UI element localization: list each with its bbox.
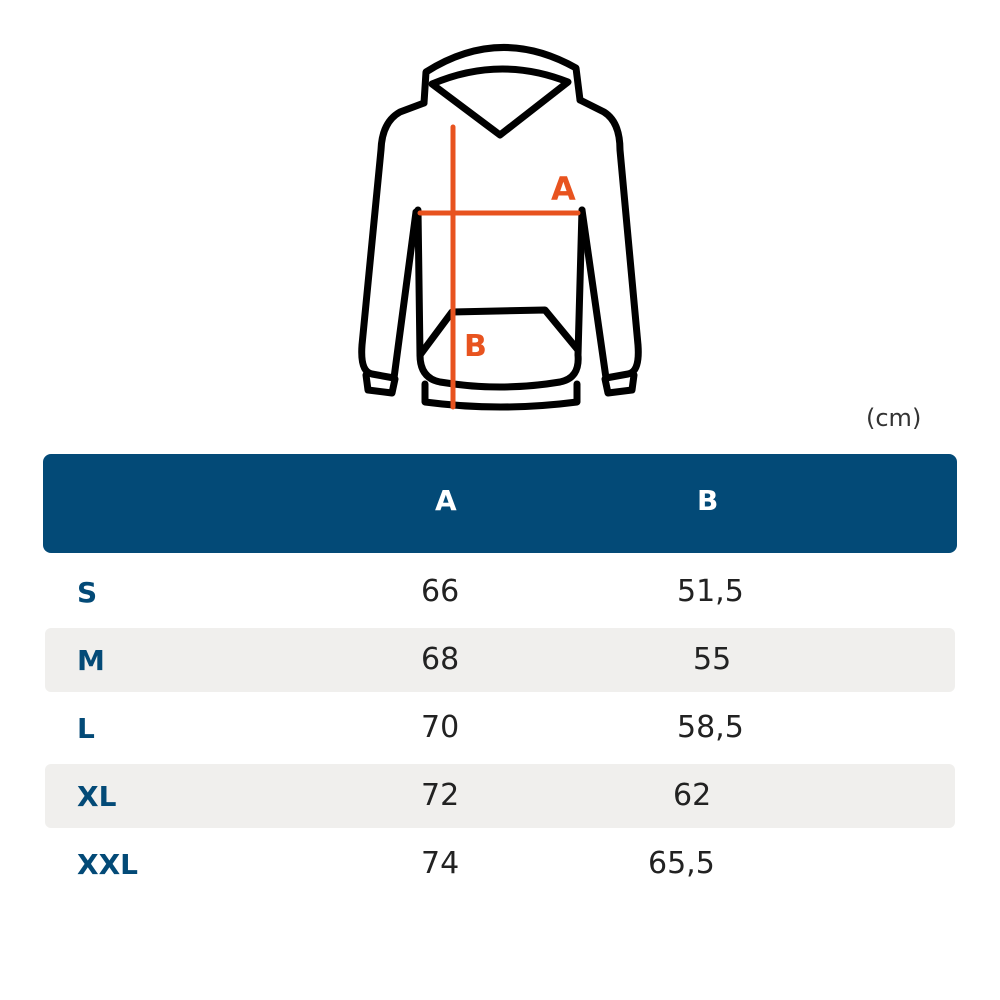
body-side-left — [414, 206, 586, 391]
size-label: L — [77, 712, 95, 745]
value-a: 66 — [421, 574, 460, 609]
body-outline-left — [358, 99, 428, 382]
size-label: S — [77, 576, 98, 609]
size-label: XL — [77, 780, 117, 813]
value-a: 70 — [421, 710, 460, 745]
hoodie-illustration: A B — [358, 43, 642, 411]
table-row: S 66 51,5 — [45, 560, 955, 624]
table-header: A B — [43, 454, 957, 553]
size-label: XXL — [77, 848, 139, 881]
hood-inner — [428, 65, 572, 139]
column-header-a: A — [435, 484, 457, 517]
cuff-left — [362, 371, 399, 397]
column-header-b: B — [697, 484, 719, 517]
body-outline-right — [576, 96, 642, 382]
value-b: 58,5 — [677, 710, 744, 745]
table-row: L 70 58,5 — [45, 696, 955, 760]
label-b: B — [464, 329, 487, 364]
cuff-right — [601, 371, 638, 397]
unit-label: (cm) — [866, 404, 922, 432]
value-a: 74 — [421, 846, 460, 881]
label-a: A — [551, 170, 576, 208]
value-b: 62 — [673, 778, 712, 813]
waistband — [421, 380, 581, 411]
table-row: XXL 74 65,5 — [45, 832, 955, 896]
value-b: 51,5 — [677, 574, 744, 609]
value-b: 55 — [693, 642, 732, 677]
value-a: 72 — [421, 778, 460, 813]
value-a: 68 — [421, 642, 460, 677]
size-label: M — [77, 644, 105, 677]
hood-outline — [420, 43, 584, 107]
table-row: XL 72 62 — [45, 764, 955, 828]
pocket — [416, 306, 582, 359]
value-b: 65,5 — [648, 846, 715, 881]
table-row: M 68 55 — [45, 628, 955, 692]
